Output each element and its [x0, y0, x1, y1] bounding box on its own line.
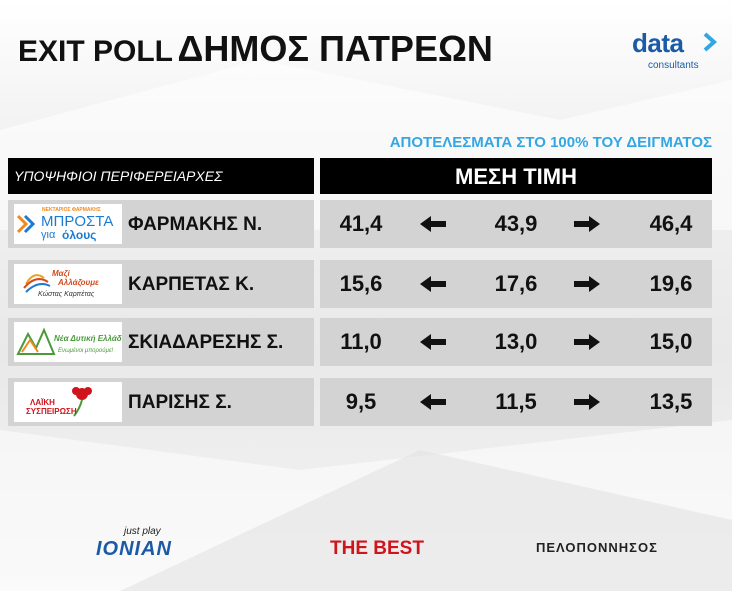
ionian-wordmark: IONIAN	[96, 538, 172, 560]
value-high: 15,0	[649, 329, 693, 354]
ionian-tagline: just play	[124, 526, 161, 537]
value-high: 19,6	[649, 271, 693, 296]
thebest-logo: THE BEST	[330, 538, 424, 559]
candidate-values: 15,6 17,6 19,6	[320, 260, 712, 308]
candidate-row: ΛΑΪΚΗ ΣΥΣΠΕΙΡΩΣΗ ΠΑΡΙΣΗΣ Σ.	[8, 378, 314, 426]
candidates-header: ΥΠΟΨΗΦΙΟΙ ΠΕΡΙΦΕΡΕΙΑΡΧΕΣ	[8, 158, 314, 194]
arrow-right-icon	[574, 334, 600, 350]
arrow-left-icon	[420, 276, 446, 292]
arrow-left-icon	[420, 394, 446, 410]
average-header-label: ΜΕΣΗ ΤΙΜΗ	[455, 164, 577, 189]
value-high: 46,4	[649, 211, 693, 236]
brand-name: data	[632, 28, 684, 58]
logo-text: ΜΠΡΟΣΤΑ	[41, 213, 114, 230]
candidate-name: ΚΑΡΠΕΤΑΣ Κ.	[128, 274, 255, 295]
candidate-values: 11,0 13,0 15,0	[320, 318, 712, 366]
chevron-arrows-icon	[16, 214, 36, 234]
party-logo-nea-dytiki-ellada: Νέα Δυτική Ελλάδα Ενωμένοι μπορούμε!	[14, 322, 122, 362]
arrow-left-icon	[420, 216, 446, 232]
logo-text: Νέα Δυτική Ελλάδα	[54, 334, 122, 343]
candidate-row: Νέα Δυτική Ελλάδα Ενωμένοι μπορούμε! ΣΚΙ…	[8, 318, 314, 366]
value-low: 41,4	[339, 211, 383, 236]
value-mid: 11,5	[495, 389, 537, 414]
carnation-icon	[72, 387, 92, 417]
arrow-right-icon	[574, 394, 600, 410]
arrow-right-icon	[574, 276, 600, 292]
party-logo-laiki-syspeirosi: ΛΑΪΚΗ ΣΥΣΠΕΙΡΩΣΗ	[14, 382, 122, 422]
value-mid: 43,9	[494, 211, 538, 236]
party-logo-mprosta: ΝΕΚΤΑΡΙΟΣ ΦΑΡΜΑΚΗΣ ΜΠΡΟΣΤΑ για όλους	[14, 204, 122, 244]
title-prefix: EXIT POLL	[18, 35, 174, 68]
logo-text: για	[41, 229, 56, 241]
value-mid: 13,0	[494, 329, 538, 354]
brand-arrow-icon	[703, 32, 718, 52]
logo-text: Μαζί	[52, 269, 70, 278]
page-title: EXIT POLL ΔΗΜΟΣ ΠΑΤΡΕΩΝ	[18, 28, 493, 70]
candidate-row: Μαζί Αλλάζουμε Κώστας Καρπέτας ΚΑΡΠΕΤΑΣ …	[8, 260, 314, 308]
mountains-icon	[16, 327, 56, 355]
data-consultants-logo: data consultants	[628, 28, 724, 74]
value-low: 11,0	[340, 329, 382, 354]
logo-text: Ενωμένοι μπορούμε!	[58, 348, 114, 354]
candidate-row: ΝΕΚΤΑΡΙΟΣ ΦΑΡΜΑΚΗΣ ΜΠΡΟΣΤΑ για όλους ΦΑΡ…	[8, 200, 314, 248]
logo-text: ΣΥΣΠΕΙΡΩΣΗ	[26, 407, 77, 416]
value-mid: 17,6	[494, 271, 538, 296]
candidate-name: ΣΚΙΑΔΑΡΕΣΗΣ Σ.	[128, 332, 284, 353]
arrow-right-icon	[574, 216, 600, 232]
logo-text: όλους	[62, 228, 97, 242]
brand-tagline: consultants	[648, 60, 699, 71]
swoosh-icon	[23, 274, 51, 293]
value-low: 15,6	[339, 271, 383, 296]
logo-text: Κώστας Καρπέτας	[38, 291, 95, 298]
logo-text: Αλλάζουμε	[58, 278, 99, 287]
arrow-left-icon	[420, 334, 446, 350]
candidate-name: ΠΑΡΙΣΗΣ Σ.	[128, 392, 232, 413]
results-subtitle: ΑΠΟΤΕΛΕΣΜΑΤΑ ΣΤΟ 100% ΤΟΥ ΔΕΙΓΜΑΤΟΣ	[389, 134, 712, 151]
candidates-header-label: ΥΠΟΨΗΦΙΟΙ ΠΕΡΙΦΕΡΕΙΑΡΧΕΣ	[14, 168, 223, 184]
average-header: ΜΕΣΗ ΤΙΜΗ	[320, 158, 712, 194]
candidate-values: 9,5 11,5 13,5	[320, 378, 712, 426]
candidate-name: ΦΑΡΜΑΚΗΣ Ν.	[128, 214, 263, 235]
value-low: 9,5	[345, 389, 377, 414]
peloponnisos-logo: ΠΕΛΟΠΟΝΝΗΣΟΣ	[536, 540, 658, 555]
title-main: ΔΗΜΟΣ ΠΑΤΡΕΩΝ	[177, 28, 493, 69]
candidate-values: 41,4 43,9 46,4	[320, 200, 712, 248]
ionian-logo: just play IONIAN	[96, 526, 206, 562]
party-logo-mazi: Μαζί Αλλάζουμε Κώστας Καρπέτας	[14, 264, 122, 304]
logo-text: ΛΑΪΚΗ	[30, 398, 55, 407]
logo-text: ΝΕΚΤΑΡΙΟΣ ΦΑΡΜΑΚΗΣ	[42, 207, 101, 213]
value-high: 13,5	[649, 389, 693, 414]
